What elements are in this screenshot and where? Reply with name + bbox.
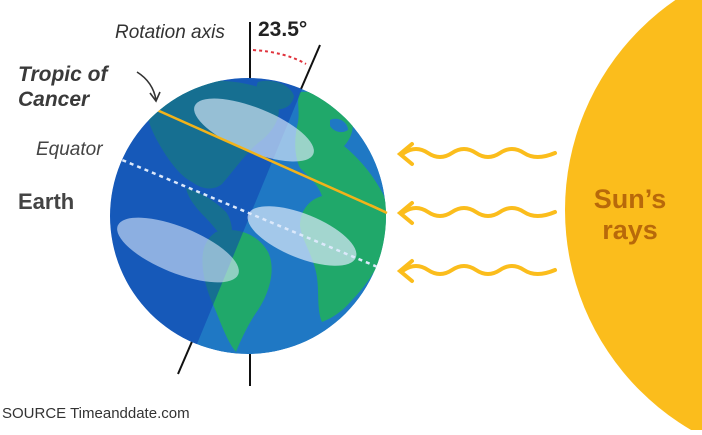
tropic-of-cancer-extension	[369, 203, 388, 215]
suns-rays-label: Sun’s rays	[585, 184, 675, 246]
sun-ray-middle-arrowhead	[396, 201, 414, 225]
sun-ray-bottom	[402, 264, 557, 276]
sun-rays	[396, 142, 557, 283]
sun-ray-top	[402, 147, 557, 159]
tropic-of-cancer-line	[147, 104, 386, 217]
tilt-angle-label: 23.5°	[258, 18, 308, 41]
small-island-1	[330, 118, 348, 133]
tropic-pointer-arrowhead	[149, 91, 161, 103]
tropic-pointer-arrow	[136, 71, 157, 101]
tropic-label-line2: Cancer	[18, 88, 90, 111]
earth-label: Earth	[18, 189, 75, 214]
tilt-angle-arc	[252, 49, 307, 65]
equator-label: Equator	[36, 139, 103, 160]
sun-ray-bottom-arrowhead	[396, 259, 414, 283]
sun-label-line2: rays	[602, 215, 658, 245]
rotation-axis-label: Rotation axis	[115, 22, 225, 43]
source-credit: SOURCE Timeanddate.com	[2, 405, 190, 422]
earth-globe	[110, 78, 386, 354]
sun-ray-top-arrowhead	[396, 142, 414, 166]
sun-label-line1: Sun’s	[593, 184, 667, 214]
sun-disk	[565, 0, 702, 435]
tropic-label-line1: Tropic of	[18, 63, 108, 86]
highlight-ellipse-north	[194, 98, 314, 162]
tropic-of-cancer-label: Tropic of Cancer	[18, 62, 107, 112]
europe-africa-landmass	[295, 91, 386, 322]
sun-ray-middle	[402, 206, 557, 218]
highlight-ellipse-south	[117, 217, 239, 283]
